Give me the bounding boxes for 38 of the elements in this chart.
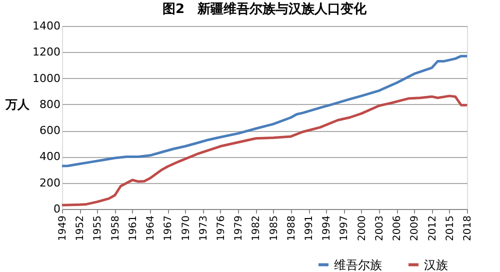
x-tick-label: 2006: [392, 216, 404, 241]
y-tick-label: 1200: [32, 46, 60, 59]
x-tick-label: 1976: [216, 216, 227, 241]
y-tick-label: 0: [54, 202, 60, 216]
x-tick-label: 1985: [268, 216, 280, 241]
y-tick-label: 1000: [32, 72, 60, 85]
x-tick-label: 1967: [163, 216, 174, 241]
y-tick-label: 200: [40, 176, 60, 190]
x-tick-label: 2018: [462, 216, 474, 241]
x-tick-label: 1973: [198, 216, 210, 241]
x-tick-label: 1997: [339, 216, 350, 241]
x-tick-label: 1991: [304, 216, 316, 241]
line-series: [60, 94, 468, 206]
y-tick-label: 400: [40, 150, 60, 164]
x-tick-label: 1970: [180, 216, 192, 241]
y-tick-label: 800: [40, 98, 60, 111]
x-tick-label: 1949: [58, 216, 68, 241]
y-tick-label: 1400: [32, 20, 60, 32]
x-tick-label: 2000: [356, 216, 368, 241]
chart-title: 图2 新疆维吾尔族与汉族人口变化: [162, 1, 368, 17]
x-tick-label: 1955: [92, 216, 104, 241]
legend-label: 维吾尔族: [334, 258, 382, 272]
line-series: [60, 54, 468, 168]
x-tick-label: 1988: [286, 216, 298, 241]
x-tick-label: 1982: [251, 216, 262, 241]
y-tick-label: 600: [40, 124, 60, 138]
x-tick-label: 2015: [444, 216, 456, 241]
x-tick-label: 2012: [427, 216, 438, 241]
x-tick-label: 2009: [410, 216, 421, 241]
y-axis-title: 万人: [4, 98, 30, 112]
x-tick-label: 1964: [146, 216, 157, 241]
x-tick-label: 1958: [110, 216, 122, 241]
legend-label: 汉族: [424, 258, 448, 272]
x-tick-label: 2003: [374, 216, 386, 241]
x-tick-label: 1979: [234, 216, 245, 241]
x-tick-label: 1994: [322, 216, 333, 241]
x-tick-label: 1961: [128, 216, 139, 241]
x-tick-label: 1952: [75, 216, 86, 241]
